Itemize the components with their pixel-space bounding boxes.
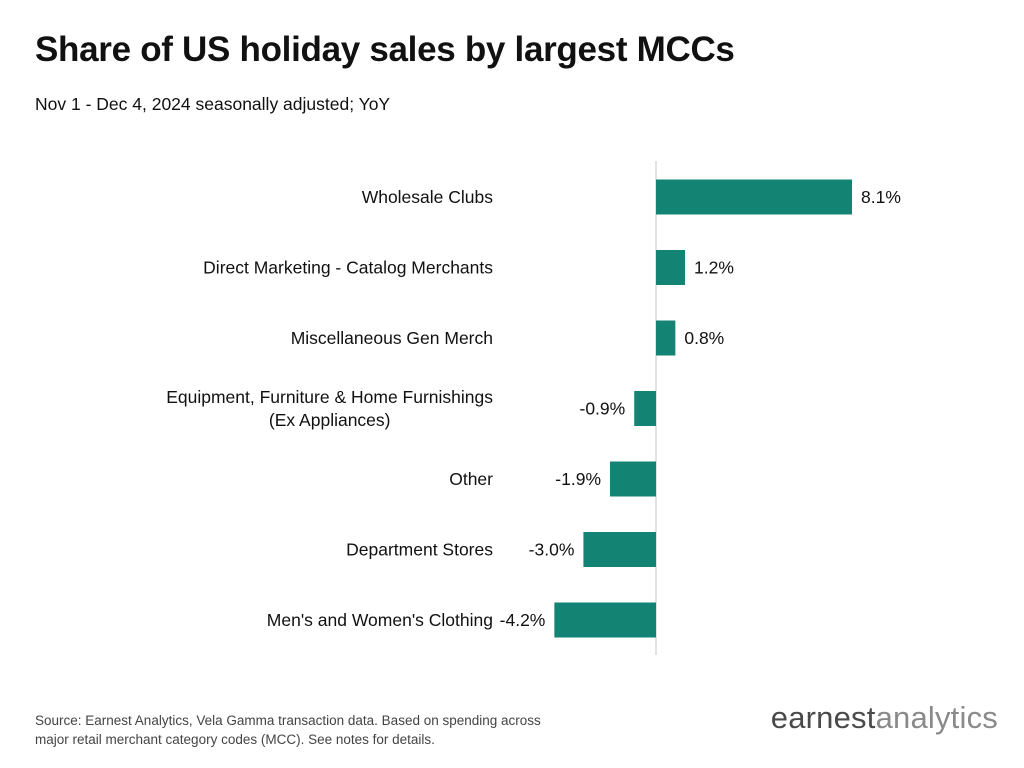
value-label-6: -4.2% xyxy=(500,610,546,630)
category-label-3-line-1: (Ex Appliances) xyxy=(269,410,391,430)
value-label-0: 8.1% xyxy=(861,187,901,207)
bar-6 xyxy=(554,602,656,638)
value-label-4: -1.9% xyxy=(555,469,601,489)
bar-5 xyxy=(583,532,656,567)
category-label-5: Department Stores xyxy=(346,540,493,560)
category-label-6: Men's and Women's Clothing xyxy=(267,610,493,630)
value-label-2: 0.8% xyxy=(684,328,724,348)
bar-3 xyxy=(634,391,656,426)
earnest-analytics-logo: earnestanalytics xyxy=(771,700,998,736)
logo-suffix-text: analytics xyxy=(875,700,998,735)
bar-2 xyxy=(656,320,676,356)
source-note: Source: Earnest Analytics, Vela Gamma tr… xyxy=(35,711,595,749)
chart-subtitle: Nov 1 - Dec 4, 2024 seasonally adjusted;… xyxy=(35,94,391,114)
source-note-line-1: Source: Earnest Analytics, Vela Gamma tr… xyxy=(35,713,541,728)
source-note-line-2: major retail merchant category codes (MC… xyxy=(35,732,435,747)
value-label-3: -0.9% xyxy=(580,399,626,419)
value-label-1: 1.2% xyxy=(694,258,734,278)
logo-brand-text: earnest xyxy=(770,700,876,735)
category-label-1: Direct Marketing - Catalog Merchants xyxy=(203,258,493,278)
bar-4 xyxy=(610,461,656,497)
bar-chart: 8.1% Wholesale Clubs 1.2% Direct Marketing … xyxy=(166,161,901,655)
category-label-0: Wholesale Clubs xyxy=(362,187,494,207)
value-label-5: -3.0% xyxy=(529,540,575,560)
category-label-4: Other xyxy=(449,469,493,489)
category-label-2: Miscellaneous Gen Merch xyxy=(291,328,493,348)
bar-1 xyxy=(656,250,686,285)
chart-title: Share of US holiday sales by largest MCC… xyxy=(35,30,735,69)
bar-0 xyxy=(656,179,853,215)
category-label-3-line-0: Equipment, Furniture & Home Furnishings xyxy=(166,387,493,407)
